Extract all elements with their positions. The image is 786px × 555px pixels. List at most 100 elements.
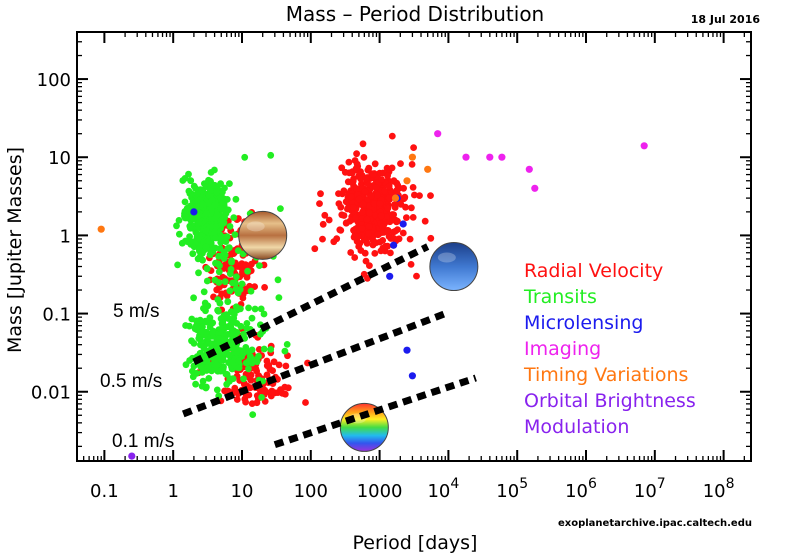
transits-point bbox=[258, 394, 265, 401]
radial-velocity-point bbox=[384, 204, 392, 212]
transits-point bbox=[189, 250, 197, 258]
transits-point bbox=[238, 280, 246, 288]
y-tick-label: 0.1 bbox=[42, 305, 71, 326]
radial-velocity-point bbox=[359, 209, 366, 216]
transits-point bbox=[221, 251, 229, 259]
y-axis-label: Mass [Jupiter Masses] bbox=[4, 147, 26, 353]
transits-point bbox=[217, 315, 225, 323]
transits-point bbox=[215, 268, 223, 276]
transits-point bbox=[181, 175, 189, 182]
transits-point bbox=[219, 188, 226, 196]
legend-radial-velocity: Radial Velocity bbox=[524, 260, 663, 282]
transits-point bbox=[200, 366, 207, 373]
radial-velocity-point bbox=[325, 216, 333, 224]
radial-velocity-point bbox=[358, 215, 366, 222]
transits-point bbox=[213, 211, 221, 219]
timing-variations-point bbox=[424, 165, 432, 173]
transits-point bbox=[211, 201, 219, 209]
velocity-labels: 5 m/s 0.5 m/s 0.1 m/s bbox=[100, 301, 174, 452]
velocity-label-3: 0.1 m/s bbox=[112, 431, 174, 452]
radial-velocity-point bbox=[384, 227, 391, 234]
transits-point bbox=[174, 261, 182, 269]
transits-point bbox=[184, 238, 192, 246]
velocity-line-2 bbox=[181, 310, 447, 418]
transits-point bbox=[267, 151, 275, 159]
radial-velocity-point bbox=[388, 164, 396, 172]
transits-point bbox=[216, 299, 224, 307]
transits-point bbox=[181, 198, 189, 206]
radial-velocity-point bbox=[242, 398, 250, 406]
orbital-brightness-modulation-point bbox=[128, 452, 136, 460]
radial-velocity-point bbox=[377, 247, 385, 255]
transits-point bbox=[244, 267, 252, 275]
transits-point bbox=[200, 305, 207, 312]
legend-microlensing: Microlensing bbox=[524, 312, 643, 334]
radial-velocity-point bbox=[427, 192, 434, 200]
transits-point bbox=[203, 265, 211, 273]
transits-point bbox=[216, 262, 223, 269]
legend: Radial Velocity Transits Microlensing Imagi… bbox=[523, 260, 696, 438]
legend-orbital-brightness-modulation: Orbital Brightness bbox=[524, 390, 696, 412]
radial-velocity-point bbox=[366, 209, 374, 217]
transits-point bbox=[240, 375, 247, 383]
radial-velocity-point bbox=[361, 188, 369, 195]
transits-point bbox=[260, 345, 268, 353]
transits-point bbox=[229, 279, 236, 287]
chart-date: 18 Jul 2016 bbox=[691, 13, 761, 26]
transits-point bbox=[198, 328, 206, 335]
radial-velocity-point bbox=[407, 261, 415, 268]
transits-point bbox=[201, 299, 209, 307]
transits-point bbox=[212, 234, 219, 242]
jupiter-icon bbox=[238, 210, 288, 260]
transits-point bbox=[237, 322, 245, 330]
radial-velocity-point bbox=[360, 270, 368, 278]
radial-velocity-point bbox=[409, 214, 417, 221]
timing-variations-point bbox=[97, 225, 105, 233]
transits-point bbox=[275, 294, 283, 301]
transits-point bbox=[230, 214, 238, 222]
radial-velocity-point bbox=[427, 234, 435, 242]
radial-velocity-point bbox=[330, 238, 338, 246]
radial-velocity-point bbox=[380, 187, 388, 195]
transits-point bbox=[267, 346, 275, 353]
transits-point bbox=[245, 304, 253, 312]
transits-point bbox=[257, 305, 265, 313]
transits-point bbox=[233, 329, 241, 337]
transits-point bbox=[235, 364, 243, 372]
transits-point bbox=[213, 189, 221, 196]
radial-velocity-point bbox=[365, 164, 373, 172]
transits-point bbox=[203, 210, 210, 217]
microlensing-point bbox=[399, 220, 407, 228]
transits-point bbox=[226, 223, 234, 230]
transits-point bbox=[189, 373, 197, 381]
radial-velocity-point bbox=[360, 154, 368, 161]
radial-velocity-point bbox=[411, 191, 418, 199]
legend-timing-variations: Timing Variations bbox=[523, 364, 688, 386]
transits-point bbox=[214, 306, 222, 314]
transits-point bbox=[225, 314, 232, 322]
transits-point bbox=[243, 320, 251, 327]
radial-velocity-point bbox=[359, 200, 367, 208]
transits-point bbox=[184, 205, 192, 213]
radial-velocity-point bbox=[421, 217, 429, 225]
radial-velocity-point bbox=[363, 240, 371, 247]
transits-point bbox=[186, 357, 194, 364]
x-tick-label: 1 bbox=[167, 481, 178, 502]
radial-velocity-point bbox=[269, 367, 276, 374]
radial-velocity-point bbox=[378, 176, 385, 183]
transits-point bbox=[274, 276, 282, 284]
radial-velocity-point bbox=[358, 225, 366, 232]
radial-velocity-point bbox=[413, 272, 420, 280]
radial-velocity-point bbox=[265, 361, 273, 369]
transits-point bbox=[226, 287, 234, 295]
x-tick-label: 1000 bbox=[357, 481, 403, 502]
radial-velocity-point bbox=[345, 158, 353, 166]
radial-velocity-point bbox=[226, 252, 234, 259]
radial-velocity-point bbox=[410, 144, 417, 152]
radial-velocity-point bbox=[377, 212, 385, 220]
radial-velocity-point bbox=[311, 245, 319, 253]
radial-velocity-point bbox=[355, 195, 363, 203]
plot-frame bbox=[76, 31, 752, 462]
radial-velocity-point bbox=[353, 185, 360, 193]
transits-point bbox=[195, 269, 202, 277]
